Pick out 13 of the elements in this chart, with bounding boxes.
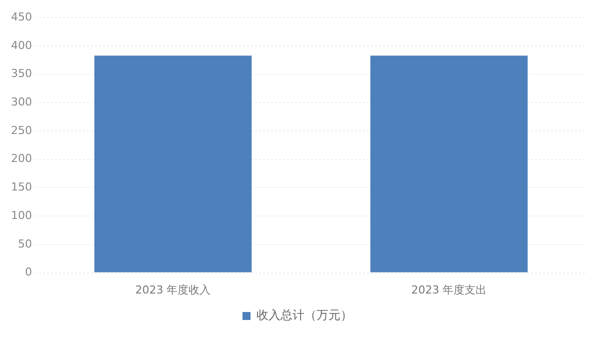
y-tick-label: 50: [18, 237, 32, 250]
y-tick-label: 250: [10, 124, 32, 137]
y-tick-label: 350: [10, 67, 32, 80]
y-tick-label: 100: [10, 208, 32, 222]
y-tick-label: 200: [10, 152, 32, 166]
y-tick-label: 0: [24, 266, 32, 279]
x-tick-label: 2023 年度收入: [135, 283, 211, 296]
y-tick-label: 400: [10, 38, 32, 52]
x-tick-label: 2023 年度支出: [411, 283, 487, 296]
y-tick-label: 300: [10, 96, 32, 109]
y-tick-label: 450: [10, 10, 32, 24]
y-tick-label: 150: [10, 180, 32, 194]
legend-label: 收入总计（万元）: [256, 308, 352, 322]
